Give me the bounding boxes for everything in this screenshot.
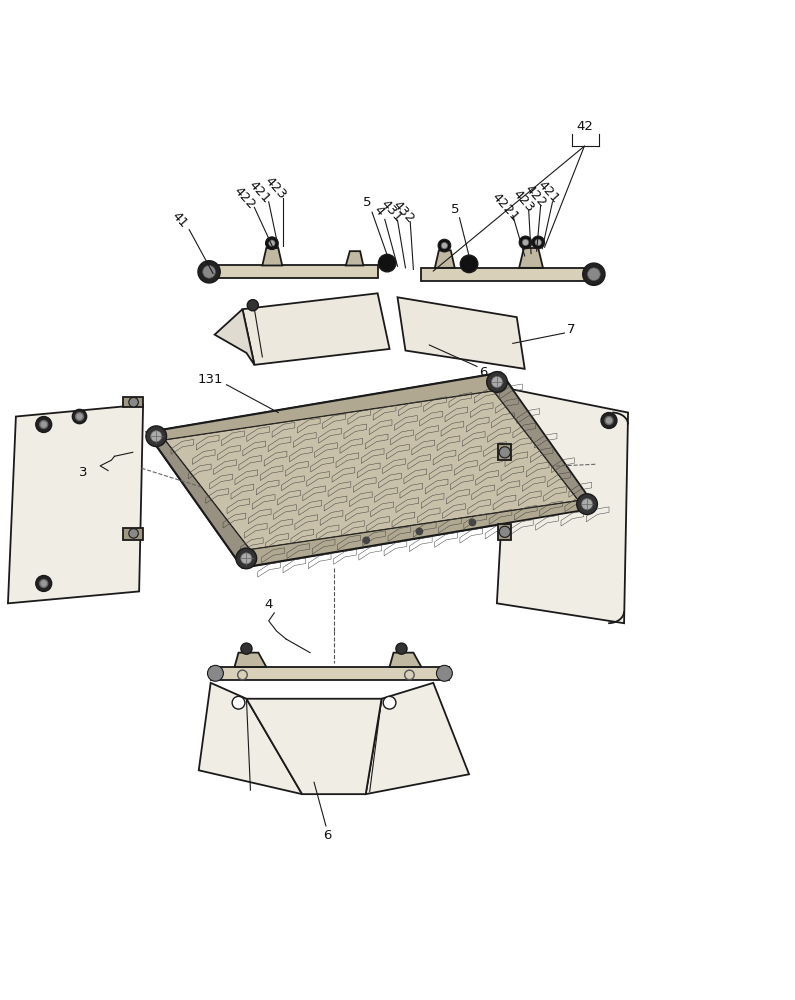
Text: 7: 7 <box>567 323 575 336</box>
Circle shape <box>491 376 502 388</box>
Text: 432: 432 <box>390 198 417 226</box>
Circle shape <box>576 494 597 514</box>
Text: 421: 421 <box>535 179 562 206</box>
Circle shape <box>487 372 507 392</box>
Polygon shape <box>8 405 143 603</box>
Circle shape <box>363 537 370 544</box>
Text: 131: 131 <box>197 373 223 386</box>
Circle shape <box>383 696 396 709</box>
Polygon shape <box>519 248 543 268</box>
Text: 42: 42 <box>576 120 594 133</box>
Circle shape <box>247 300 258 311</box>
Circle shape <box>241 553 252 564</box>
Text: 421: 421 <box>246 179 273 206</box>
Text: 5: 5 <box>451 203 459 216</box>
Circle shape <box>441 242 448 249</box>
Circle shape <box>605 417 613 424</box>
Circle shape <box>40 579 48 587</box>
Polygon shape <box>246 699 382 794</box>
Circle shape <box>522 239 529 246</box>
Polygon shape <box>498 524 511 540</box>
Polygon shape <box>215 309 254 365</box>
Circle shape <box>151 431 162 442</box>
Polygon shape <box>242 293 390 365</box>
Text: 4: 4 <box>370 203 386 218</box>
Circle shape <box>588 268 600 281</box>
Circle shape <box>378 254 396 272</box>
Polygon shape <box>199 683 302 794</box>
Polygon shape <box>498 444 511 460</box>
Polygon shape <box>398 297 525 369</box>
Polygon shape <box>435 250 455 268</box>
Circle shape <box>198 261 220 283</box>
Circle shape <box>499 447 510 458</box>
Polygon shape <box>242 500 596 568</box>
Circle shape <box>76 413 83 421</box>
Polygon shape <box>346 251 363 265</box>
Polygon shape <box>165 391 578 549</box>
Text: 431: 431 <box>378 197 405 224</box>
Text: 3: 3 <box>80 466 87 479</box>
Polygon shape <box>147 373 501 440</box>
Circle shape <box>232 696 245 709</box>
Circle shape <box>40 420 48 428</box>
Circle shape <box>535 239 541 246</box>
Text: 6: 6 <box>479 366 487 379</box>
Circle shape <box>416 528 423 535</box>
Text: 422: 422 <box>231 184 258 212</box>
Circle shape <box>581 499 592 510</box>
Polygon shape <box>497 389 628 623</box>
Polygon shape <box>211 667 449 680</box>
Circle shape <box>532 236 545 249</box>
Polygon shape <box>123 397 143 407</box>
Text: 41: 41 <box>169 210 190 231</box>
Circle shape <box>236 548 257 569</box>
Circle shape <box>396 643 407 654</box>
Circle shape <box>269 240 275 246</box>
Circle shape <box>203 265 215 278</box>
Circle shape <box>438 239 451 252</box>
Circle shape <box>436 665 452 681</box>
Polygon shape <box>147 432 250 568</box>
Polygon shape <box>421 268 600 281</box>
Text: 4: 4 <box>265 598 273 611</box>
Text: 5: 5 <box>363 196 371 209</box>
Polygon shape <box>235 653 266 667</box>
Polygon shape <box>123 528 143 540</box>
Circle shape <box>266 237 278 250</box>
Circle shape <box>207 665 223 681</box>
Circle shape <box>36 576 52 591</box>
Polygon shape <box>147 373 596 568</box>
Circle shape <box>601 413 617 428</box>
Text: 4221: 4221 <box>490 191 522 224</box>
Circle shape <box>519 236 532 249</box>
Text: 423: 423 <box>510 187 537 215</box>
Circle shape <box>460 255 478 273</box>
Polygon shape <box>493 373 596 508</box>
Circle shape <box>146 426 167 447</box>
Polygon shape <box>390 653 421 667</box>
Circle shape <box>583 263 605 285</box>
Circle shape <box>129 529 138 538</box>
Text: 422: 422 <box>522 183 549 210</box>
Polygon shape <box>262 248 282 265</box>
Circle shape <box>72 409 87 424</box>
Circle shape <box>36 417 52 432</box>
Text: 6: 6 <box>324 829 332 842</box>
Polygon shape <box>203 265 378 278</box>
Circle shape <box>241 643 252 654</box>
Circle shape <box>499 526 510 537</box>
Circle shape <box>129 397 138 407</box>
Text: 423: 423 <box>262 175 289 202</box>
Circle shape <box>469 519 475 526</box>
Polygon shape <box>366 683 469 794</box>
